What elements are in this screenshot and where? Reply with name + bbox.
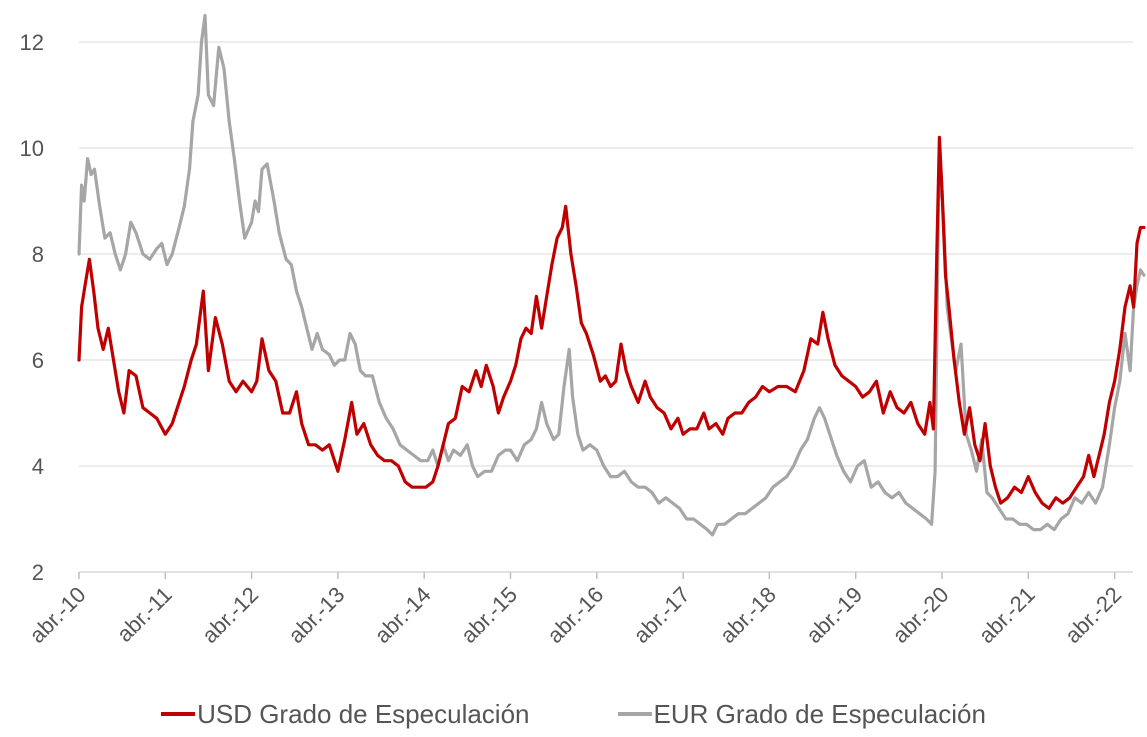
x-tick-label: abr.-19 — [801, 582, 867, 648]
x-tick-label: abr.-20 — [887, 582, 953, 648]
x-axis: abr.-10 abr.-11 abr.-12 abr.-13 abr.-14 abr.-… — [24, 571, 1133, 648]
legend-swatch-eur — [617, 712, 652, 716]
x-tick-label: abr.-14 — [370, 582, 436, 648]
series-layer — [77, 13, 1146, 537]
y-tick-label: 12 — [20, 30, 44, 55]
legend: USD Grado de Especulación EUR Grado de E… — [0, 694, 1147, 734]
x-tick-label: abr.-11 — [112, 582, 177, 647]
legend-label-usd: USD Grado de Especulación — [197, 698, 530, 729]
x-tick-label: abr.-22 — [1060, 582, 1126, 648]
legend-item-eur: EUR Grado de Especulación — [617, 698, 986, 730]
legend-item-usd: USD Grado de Especulación — [161, 698, 530, 730]
x-tick-label: abr.-17 — [629, 582, 695, 648]
x-tick-label: abr.-15 — [456, 582, 522, 648]
y-tick-label: 10 — [20, 136, 44, 161]
y-tick-label: 8 — [32, 242, 44, 267]
x-tick-label: abr.-13 — [283, 582, 349, 648]
x-tick-label: abr.-21 — [974, 582, 1040, 648]
x-tick-label: abr.-18 — [715, 582, 781, 648]
series-usd-line — [77, 135, 1146, 510]
legend-label-eur: EUR Grado de Especulación — [653, 698, 986, 729]
y-tick-label: 2 — [32, 560, 44, 585]
legend-swatch-usd — [161, 712, 196, 716]
y-axis: 2 4 6 8 10 12 — [20, 30, 44, 585]
x-tick-label: abr.-16 — [542, 582, 608, 648]
x-tick-label: abr.-10 — [24, 582, 90, 648]
x-tick-label: abr.-12 — [197, 582, 263, 648]
y-tick-label: 4 — [32, 454, 44, 479]
y-tick-label: 6 — [32, 348, 44, 373]
grid-lines — [79, 41, 1133, 467]
series-eur-line — [77, 13, 1146, 537]
